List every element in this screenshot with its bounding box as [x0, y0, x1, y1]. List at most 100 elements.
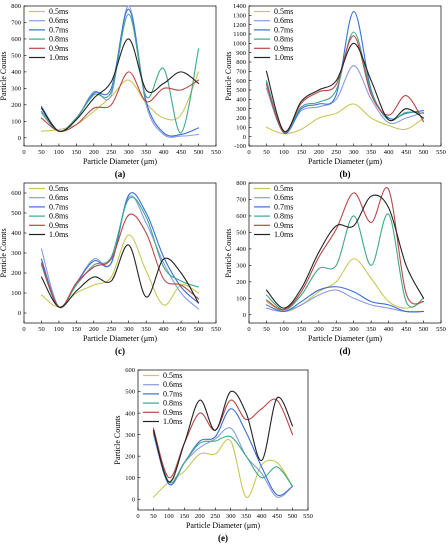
legend-label: 0.9ms — [274, 44, 293, 53]
x-tick-label: 0 — [136, 513, 139, 520]
y-tick-label: 800 — [236, 59, 246, 66]
legend-label: 0.9ms — [49, 221, 68, 230]
series-line-0_5ms — [265, 103, 425, 135]
x-axis-label: Particle Diameter (μm) — [83, 334, 157, 343]
x-tick-label: 400 — [159, 326, 169, 333]
x-tick-label: 400 — [159, 149, 169, 156]
legend-label: 0.6ms — [163, 380, 182, 389]
chart-panel-3: 0 50 100 150 200 250 300 350 400 450 500 550 0 100 200… — [224, 180, 446, 356]
legend-label: 1.0ms — [163, 417, 182, 426]
y-tick-label: 100 — [125, 475, 135, 482]
legend-label: 0.8ms — [274, 35, 293, 44]
series-line-0_9ms — [40, 213, 200, 308]
series-line-0_9ms — [265, 187, 425, 311]
y-axis-label: Particle Counts — [0, 51, 8, 100]
x-tick-label: 0 — [22, 326, 25, 333]
y-tick-label: 400 — [236, 246, 246, 253]
x-tick-label: 450 — [272, 513, 282, 520]
legend-label: 0.8ms — [49, 212, 68, 221]
y-tick-label: 200 — [125, 453, 135, 460]
series-line-0_8ms — [152, 429, 294, 487]
y-tick-label: 0 — [18, 310, 21, 317]
plot-frame — [248, 182, 442, 324]
x-tick-label: 400 — [384, 149, 394, 156]
x-tick-label: 550 — [303, 513, 313, 520]
x-tick-label: 150 — [179, 513, 189, 520]
series-line-0_7ms — [152, 408, 294, 497]
legend-label: 0.5ms — [163, 371, 182, 380]
chart-panel-1: 0 50 100 150 200 250 300 350 400 450 500 550-100010… — [224, 3, 446, 179]
x-axis-label: Particle Diameter (μm) — [308, 334, 382, 343]
y-tick-label: 1300 — [233, 13, 246, 20]
plot-frame — [137, 369, 309, 511]
x-tick-label: 400 — [257, 513, 267, 520]
chart-panel-4: 0 50 100 150 200 250 300 350 400 450 500 550 0 100 200… — [113, 367, 313, 543]
y-tick-label: 0 — [243, 134, 246, 141]
y-tick-label: 700 — [236, 69, 246, 76]
x-tick-label: 50 — [38, 326, 45, 333]
y-axis-label: Particle Counts — [0, 228, 8, 277]
x-tick-label: 200 — [89, 149, 99, 156]
x-tick-label: 350 — [241, 513, 251, 520]
x-tick-label: 150 — [71, 149, 81, 156]
y-tick-label: 1200 — [233, 22, 246, 29]
y-tick-label: 300 — [236, 263, 246, 270]
legend-label: 0.7ms — [49, 202, 68, 211]
y-tick-label: 100 — [236, 295, 246, 302]
y-tick-label: 100 — [236, 125, 246, 132]
legend-label: 0.5ms — [49, 7, 68, 16]
x-tick-label: 0 — [22, 149, 25, 156]
x-tick-label: 0 — [247, 149, 250, 156]
y-tick-label: 400 — [11, 69, 21, 76]
x-tick-label: 350 — [141, 149, 151, 156]
x-axis-label: Particle Diameter (μm) — [186, 521, 260, 530]
legend-label: 0.5ms — [274, 7, 293, 16]
legend-label: 1.0ms — [274, 53, 293, 62]
series-line-0_5ms — [40, 71, 200, 132]
series-line-0_7ms — [265, 286, 425, 313]
y-axis-label: Particle Counts — [113, 415, 122, 464]
legend-label: 0.8ms — [49, 35, 68, 44]
x-tick-label: 150 — [71, 326, 81, 333]
x-tick-label: 100 — [279, 326, 289, 333]
y-tick-label: 300 — [125, 432, 135, 439]
legend-label: 1.0ms — [274, 230, 293, 239]
x-tick-label: 350 — [366, 326, 376, 333]
x-tick-label: 100 — [164, 513, 174, 520]
legend-label: 0.9ms — [49, 44, 68, 53]
x-tick-label: 100 — [54, 326, 64, 333]
panel-label: (e) — [218, 533, 228, 543]
y-tick-label: 200 — [11, 102, 21, 109]
x-tick-label: 500 — [419, 326, 429, 333]
panel-label: (b) — [340, 169, 351, 179]
y-tick-label: 0 — [18, 135, 21, 142]
y-tick-label: 700 — [11, 20, 21, 27]
series-line-1_0ms — [265, 194, 425, 309]
legend-label: 0.9ms — [163, 408, 182, 417]
x-tick-label: 500 — [288, 513, 298, 520]
legend-label: 0.6ms — [274, 16, 293, 25]
x-tick-label: 150 — [296, 149, 306, 156]
x-axis-label: Particle Diameter (μm) — [308, 157, 382, 166]
y-tick-label: 400 — [11, 230, 21, 237]
x-tick-label: 300 — [124, 326, 134, 333]
series-line-0_8ms — [265, 213, 425, 311]
y-tick-label: 400 — [125, 410, 135, 417]
legend-label: 0.5ms — [49, 184, 68, 193]
panel-label: (d) — [340, 346, 351, 356]
panel-label: (a) — [115, 169, 126, 179]
x-tick-label: 550 — [436, 149, 446, 156]
x-tick-label: 450 — [176, 149, 186, 156]
plot-frame — [23, 5, 217, 147]
legend-label: 0.6ms — [274, 193, 293, 202]
y-axis-label: Particle Counts — [224, 228, 233, 277]
series-line-0_9ms — [40, 71, 200, 132]
legend-label: 0.6ms — [49, 193, 68, 202]
x-tick-label: 450 — [176, 326, 186, 333]
x-tick-label: 250 — [331, 149, 341, 156]
y-tick-label: 1100 — [233, 31, 246, 38]
x-tick-label: 50 — [263, 149, 270, 156]
x-tick-label: 300 — [124, 149, 134, 156]
y-tick-label: 200 — [236, 115, 246, 122]
x-tick-label: 200 — [195, 513, 205, 520]
